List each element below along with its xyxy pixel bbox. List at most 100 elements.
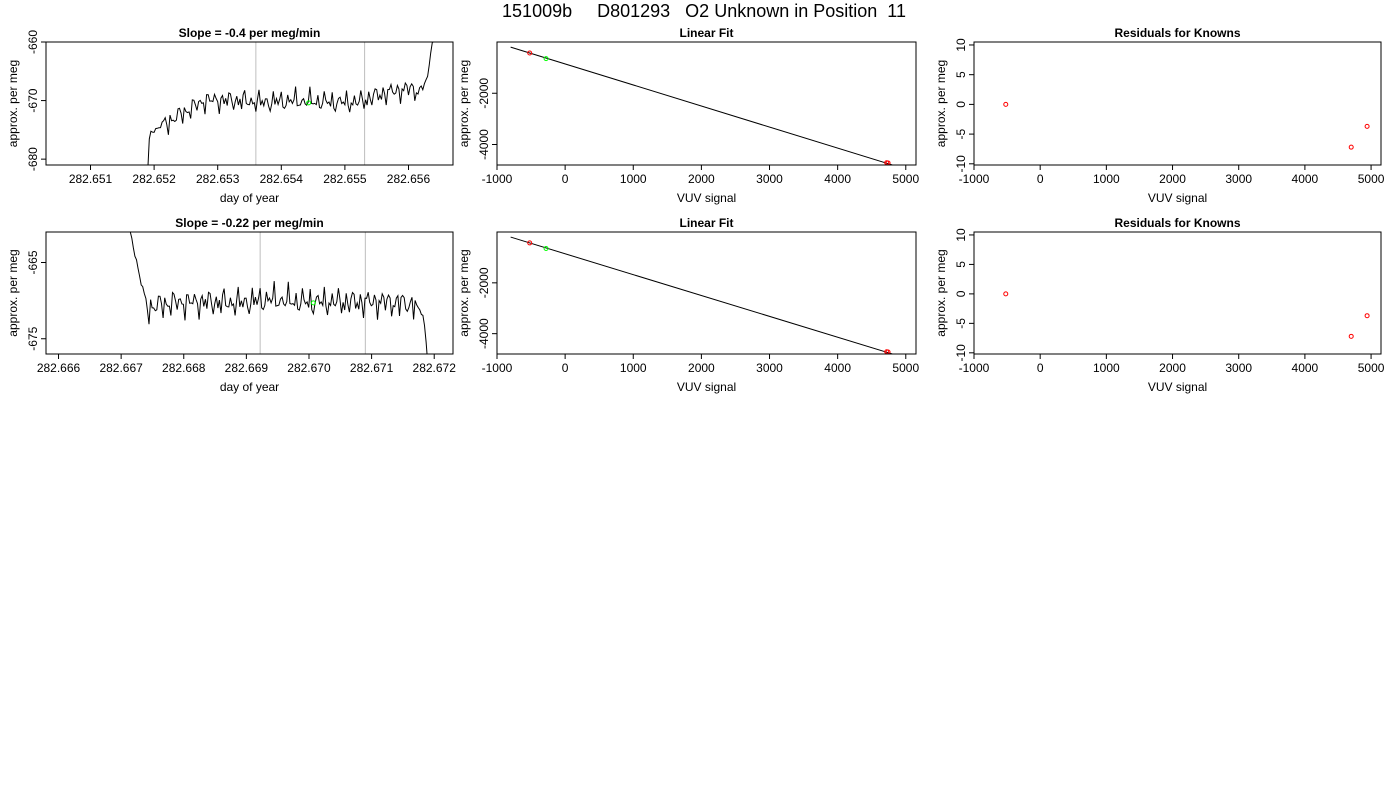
x-tick-label: 282.670: [287, 361, 331, 375]
panel-6: -1000 0 1000 2000 3000 4000 5000 -10 -5 0 5 10 Resid…: [934, 216, 1385, 394]
y-tick-label: -4000: [477, 129, 491, 160]
y-tick-label: 10: [954, 38, 968, 52]
x-tick-label: 282.652: [132, 172, 176, 186]
x-tick-label: 4000: [1292, 361, 1319, 375]
y-tick-label: -675: [26, 326, 40, 350]
plot-area: [510, 236, 902, 354]
x-tick-label: 0: [1037, 172, 1044, 186]
y-tick-label: 5: [954, 71, 968, 78]
x-tick-label: 0: [1037, 361, 1044, 375]
unknown-point: [543, 56, 549, 62]
plot-frame: [973, 41, 1382, 166]
y-axis-label: approx. per meg: [934, 249, 948, 336]
panel-3: -1000 0 1000 2000 3000 4000 5000 -10 -5 0 5 10 Resid…: [934, 26, 1385, 205]
y-tick-label: -660: [26, 30, 40, 54]
known-point: [1364, 313, 1370, 319]
x-tick-label: 282.669: [225, 361, 269, 375]
x-tick-label: 1000: [620, 361, 647, 375]
y-tick-label: -10: [954, 155, 968, 173]
x-tick-label: 5000: [892, 361, 919, 375]
panel-title: Residuals for Knowns: [1114, 26, 1240, 40]
plot-frame: [496, 41, 917, 166]
panel-2: -1000 0 1000 2000 3000 4000 5000 -4000 -2000 Line…: [457, 26, 919, 205]
x-tick-label: 282.654: [260, 172, 304, 186]
panel-title: Slope = -0.22 per meg/min: [175, 216, 323, 230]
y-tick-label: 5: [954, 261, 968, 268]
y-tick-label: -5: [954, 318, 968, 329]
plot-area: [129, 232, 428, 354]
x-tick-label: 282.656: [387, 172, 431, 186]
panel-title: Linear Fit: [679, 26, 733, 40]
x-tick-label: 5000: [892, 172, 919, 186]
y-tick-label: -4000: [477, 318, 491, 349]
x-tick-label: 2000: [1159, 361, 1186, 375]
x-tick-label: 282.672: [413, 361, 457, 375]
known-point: [1003, 291, 1009, 297]
x-tick-label: 1000: [1093, 172, 1120, 186]
x-tick-label: 0: [562, 172, 569, 186]
panel-title: Slope = -0.4 per meg/min: [179, 26, 321, 40]
y-tick-label: 10: [954, 228, 968, 242]
x-tick-label: 3000: [1225, 361, 1252, 375]
x-tick-label: -1000: [959, 361, 990, 375]
y-axis-label: approx. per meg: [6, 249, 20, 336]
plot-frame: [45, 41, 454, 166]
x-tick-label: 282.655: [323, 172, 367, 186]
x-tick-label: 1000: [1093, 361, 1120, 375]
y-tick-label: 0: [954, 290, 968, 297]
plot-area: [1003, 291, 1370, 339]
x-tick-label: 2000: [688, 361, 715, 375]
x-tick-label: 282.667: [99, 361, 143, 375]
x-tick-label: 5000: [1358, 361, 1385, 375]
series-line: [129, 232, 428, 354]
y-tick-label: -680: [26, 147, 40, 171]
x-axis-label: VUV signal: [1148, 380, 1207, 394]
x-axis-label: VUV signal: [677, 380, 736, 394]
x-tick-label: 282.651: [69, 172, 113, 186]
known-point: [1364, 123, 1370, 129]
unknown-point: [543, 246, 549, 252]
y-axis-label: approx. per meg: [457, 60, 471, 147]
x-tick-label: -1000: [482, 361, 513, 375]
y-axis-label: approx. per meg: [934, 60, 948, 147]
known-point: [527, 50, 533, 56]
unknown-point: [306, 100, 312, 106]
y-tick-label: -665: [26, 250, 40, 274]
x-tick-label: 2000: [1159, 172, 1186, 186]
plot-area: [1003, 101, 1370, 150]
known-point: [527, 240, 533, 246]
x-tick-label: 282.653: [196, 172, 240, 186]
x-axis-label: day of year: [220, 380, 279, 394]
plot-area: [510, 46, 902, 165]
plot-area: [147, 42, 435, 165]
series-line: [147, 42, 435, 165]
y-tick-label: -670: [26, 88, 40, 112]
y-axis-label: approx. per meg: [6, 60, 20, 147]
x-tick-label: -1000: [482, 172, 513, 186]
x-tick-label: 282.668: [162, 361, 206, 375]
known-point: [898, 353, 902, 354]
y-axis-label: approx. per meg: [457, 249, 471, 336]
x-tick-label: 1000: [620, 172, 647, 186]
x-tick-label: 3000: [756, 172, 783, 186]
y-tick-label: -2000: [477, 78, 491, 109]
y-tick-label: -10: [954, 344, 968, 362]
x-axis-label: day of year: [220, 191, 279, 205]
panel-title: Linear Fit: [679, 216, 733, 230]
plot-frame: [496, 231, 917, 355]
x-tick-label: 0: [562, 361, 569, 375]
unknown-point: [310, 300, 316, 306]
fit-line: [510, 46, 895, 165]
known-point: [1348, 144, 1354, 150]
fit-line: [510, 236, 895, 354]
x-tick-label: 3000: [1225, 172, 1252, 186]
x-tick-label: 282.666: [37, 361, 81, 375]
y-tick-label: -5: [954, 128, 968, 139]
plot-frame: [45, 231, 454, 355]
plot-frame: [973, 231, 1382, 355]
x-tick-label: 2000: [688, 172, 715, 186]
panel-title: Residuals for Knowns: [1114, 216, 1240, 230]
known-point: [1003, 101, 1009, 107]
panel-4: 282.666 282.667 282.668 282.669 282.670 282.6…: [6, 216, 456, 394]
x-tick-label: 3000: [756, 361, 783, 375]
